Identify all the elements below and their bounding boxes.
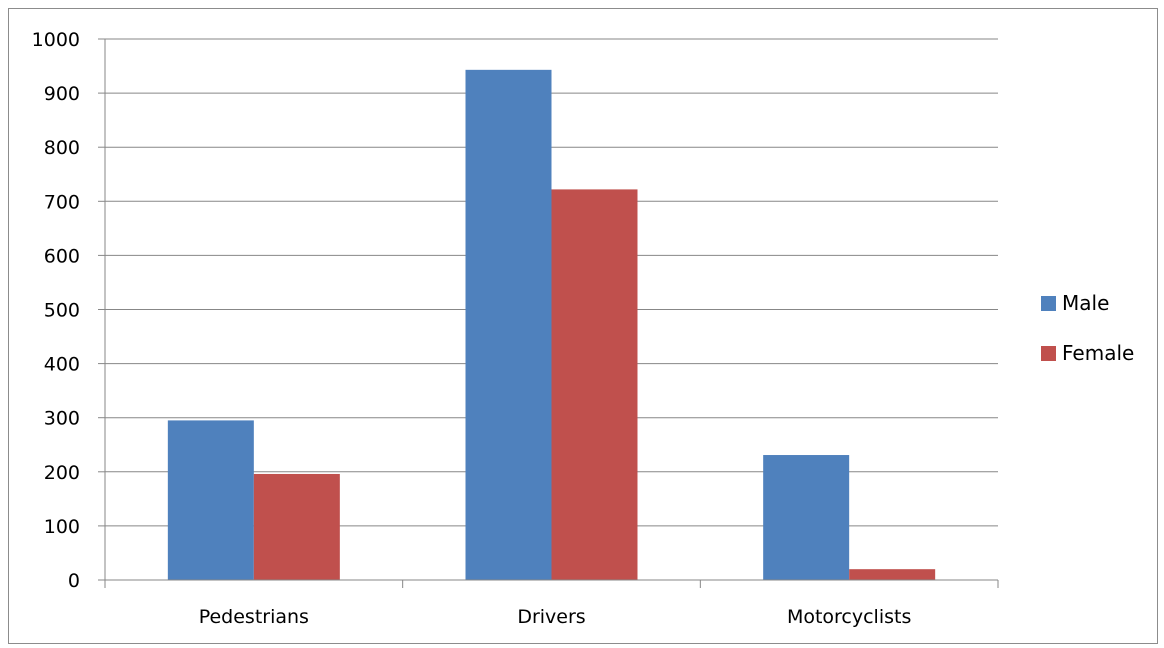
legend-label-male: Male <box>1062 291 1109 315</box>
bar-male-drivers <box>465 69 552 580</box>
y-tick-label: 500 <box>44 300 80 322</box>
x-category-label: Pedestrians <box>199 606 309 628</box>
bar-female-pedestrians <box>253 473 340 580</box>
y-tick-label: 400 <box>44 354 80 376</box>
y-tick-label: 900 <box>44 83 80 105</box>
y-axis-tick-labels: 0 100 200 300 400 500 600 700 800 900 1000 <box>32 29 80 592</box>
x-category-label: Motorcyclists <box>787 606 911 628</box>
y-tick-label: 1000 <box>32 29 80 51</box>
y-tick-label: 600 <box>44 245 80 267</box>
y-tick-label: 100 <box>44 516 80 538</box>
legend: Male Female <box>1041 291 1134 365</box>
bar-female-motorcyclists <box>849 569 936 580</box>
bar-female-drivers <box>551 189 638 580</box>
x-axis-category-labels: Pedestrians Drivers Motorcyclists <box>199 606 912 628</box>
axes <box>104 39 999 588</box>
legend-swatch-male <box>1041 296 1056 311</box>
legend-swatch-female <box>1041 346 1056 361</box>
y-tick-label: 700 <box>44 191 80 213</box>
bar-male-pedestrians <box>167 420 254 580</box>
bars <box>167 69 936 580</box>
y-tick-label: 800 <box>44 137 80 159</box>
bar-male-motorcyclists <box>763 455 850 580</box>
y-tick-label: 200 <box>44 462 80 484</box>
y-tick-label: 300 <box>44 408 80 430</box>
x-category-label: Drivers <box>517 606 585 628</box>
legend-label-female: Female <box>1062 341 1134 365</box>
y-tick-label: 0 <box>68 570 80 592</box>
